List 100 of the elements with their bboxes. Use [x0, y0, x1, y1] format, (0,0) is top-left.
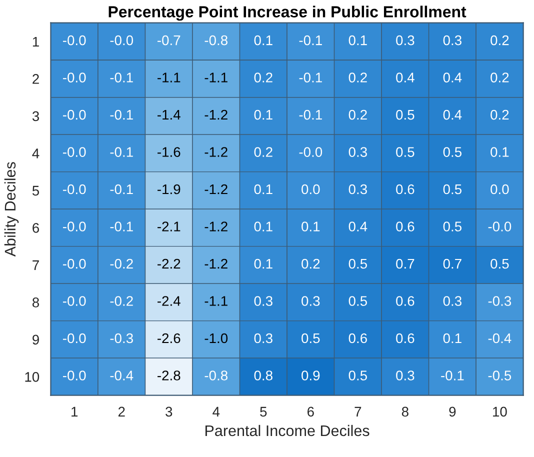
data-label: 0.1: [254, 258, 272, 269]
x-tick-label: 7: [354, 406, 362, 416]
data-label: 0.0: [302, 184, 320, 194]
data-label: -1.9: [158, 184, 180, 194]
data-label: 0.4: [348, 222, 368, 232]
data-label: -0.0: [63, 184, 86, 194]
data-label: 0.1: [254, 222, 272, 232]
data-label: -2.4: [158, 296, 180, 306]
data-label: -0.0: [63, 296, 86, 306]
data-label: 0.3: [254, 333, 272, 344]
data-label: -0.1: [299, 110, 322, 120]
data-label: 0.2: [302, 258, 320, 269]
data-label: -1.1: [158, 72, 180, 82]
data-label: -0.0: [63, 110, 86, 120]
data-label: -1.2: [204, 258, 228, 269]
data-label: -1.2: [204, 184, 228, 194]
data-label: 0.5: [302, 333, 320, 344]
data-label: 0.1: [254, 35, 272, 46]
data-label: 0.1: [443, 333, 462, 344]
data-label: 0.8: [254, 370, 272, 380]
x-tick-label: 4: [212, 406, 220, 416]
data-label: -0.3: [110, 333, 133, 344]
data-label: 0.2: [348, 110, 367, 120]
data-label: 0.6: [348, 333, 367, 344]
data-label: -0.1: [110, 222, 133, 232]
data-label: 0.7: [443, 258, 462, 269]
x-tick-label: 8: [402, 406, 408, 417]
data-label: -1.4: [158, 110, 180, 120]
data-label: 0.1: [254, 184, 272, 194]
x-tick-label: 2: [118, 406, 125, 416]
data-label: 0.2: [254, 147, 272, 157]
y-tick-label: 10: [25, 372, 40, 382]
data-label: -0.1: [299, 72, 322, 82]
data-label: 0.1: [348, 35, 367, 46]
y-tick-label: 8: [32, 298, 40, 308]
y-tick-label: 2: [32, 74, 39, 84]
data-label: -0.1: [110, 72, 133, 82]
y-tick-label: 1: [32, 36, 39, 47]
data-label: 0.6: [396, 333, 414, 344]
data-label: -0.0: [110, 35, 134, 46]
data-label: -0.7: [158, 35, 180, 46]
data-label: 0.4: [443, 110, 462, 120]
x-tick-label: 1: [72, 406, 78, 416]
data-label: -1.2: [204, 110, 228, 120]
data-label: 0.3: [443, 296, 462, 306]
data-label: 0.5: [490, 258, 509, 269]
data-label: 0.5: [348, 296, 367, 306]
data-label: -0.0: [63, 35, 86, 46]
data-label: 0.3: [348, 147, 367, 157]
data-label: 0.9: [302, 370, 320, 380]
y-tick-label: 4: [32, 148, 40, 158]
data-label: -2.2: [158, 258, 180, 269]
y-tick-label: 6: [32, 223, 40, 233]
data-label: -0.5: [488, 370, 512, 380]
data-label: 0.1: [254, 110, 272, 120]
data-label: -0.0: [63, 333, 86, 344]
y-tick-label: 5: [32, 186, 40, 196]
data-label: -1.2: [204, 147, 228, 157]
data-label: -0.0: [63, 370, 86, 380]
x-tick-label: 6: [308, 406, 314, 417]
y-tick-label: 3: [32, 111, 40, 122]
data-label: 0.2: [348, 72, 367, 82]
data-label: 0.6: [396, 296, 414, 306]
data-label: -0.8: [204, 35, 228, 46]
data-label: -0.2: [110, 296, 133, 306]
data-label: -0.0: [63, 147, 86, 157]
data-label: -0.1: [110, 110, 133, 120]
data-label: -1.1: [204, 72, 228, 82]
data-label: 0.3: [302, 296, 320, 306]
data-label: 0.5: [443, 222, 462, 232]
data-label: 0.5: [443, 147, 462, 157]
data-label: 0.6: [396, 222, 414, 232]
data-label: 0.4: [443, 72, 462, 82]
data-label: -0.0: [299, 147, 322, 157]
y-tick-label: 7: [32, 260, 39, 270]
data-label: 0.4: [396, 72, 414, 82]
data-label: -0.1: [299, 35, 322, 46]
data-label: 0.2: [490, 110, 509, 120]
data-label: -1.2: [204, 222, 228, 232]
data-label: -1.0: [204, 333, 228, 344]
data-label: -2.8: [158, 370, 180, 380]
data-label: 0.1: [302, 222, 320, 232]
data-label: 0.7: [396, 258, 414, 269]
data-label: -0.0: [63, 72, 86, 82]
data-label: 0.2: [490, 72, 509, 82]
x-axis-title: Parental Income Deciles: [205, 424, 370, 436]
data-label: 0.0: [490, 184, 509, 194]
data-label: 0.5: [443, 184, 462, 194]
data-label: 0.3: [443, 35, 462, 46]
x-tick-label: 5: [260, 406, 267, 417]
data-label: -0.1: [110, 147, 133, 157]
chart-title: Percentage Point Increase in Public Enrollment: [108, 6, 466, 21]
data-label: -1.6: [158, 147, 180, 157]
data-label: 0.5: [396, 147, 414, 157]
data-label: -0.0: [488, 222, 512, 232]
x-tick-label: 9: [449, 406, 456, 417]
data-label: -0.1: [441, 370, 464, 380]
data-label: 0.3: [254, 296, 272, 306]
x-tick-label: 3: [166, 406, 172, 417]
data-label: -0.1: [110, 184, 133, 194]
